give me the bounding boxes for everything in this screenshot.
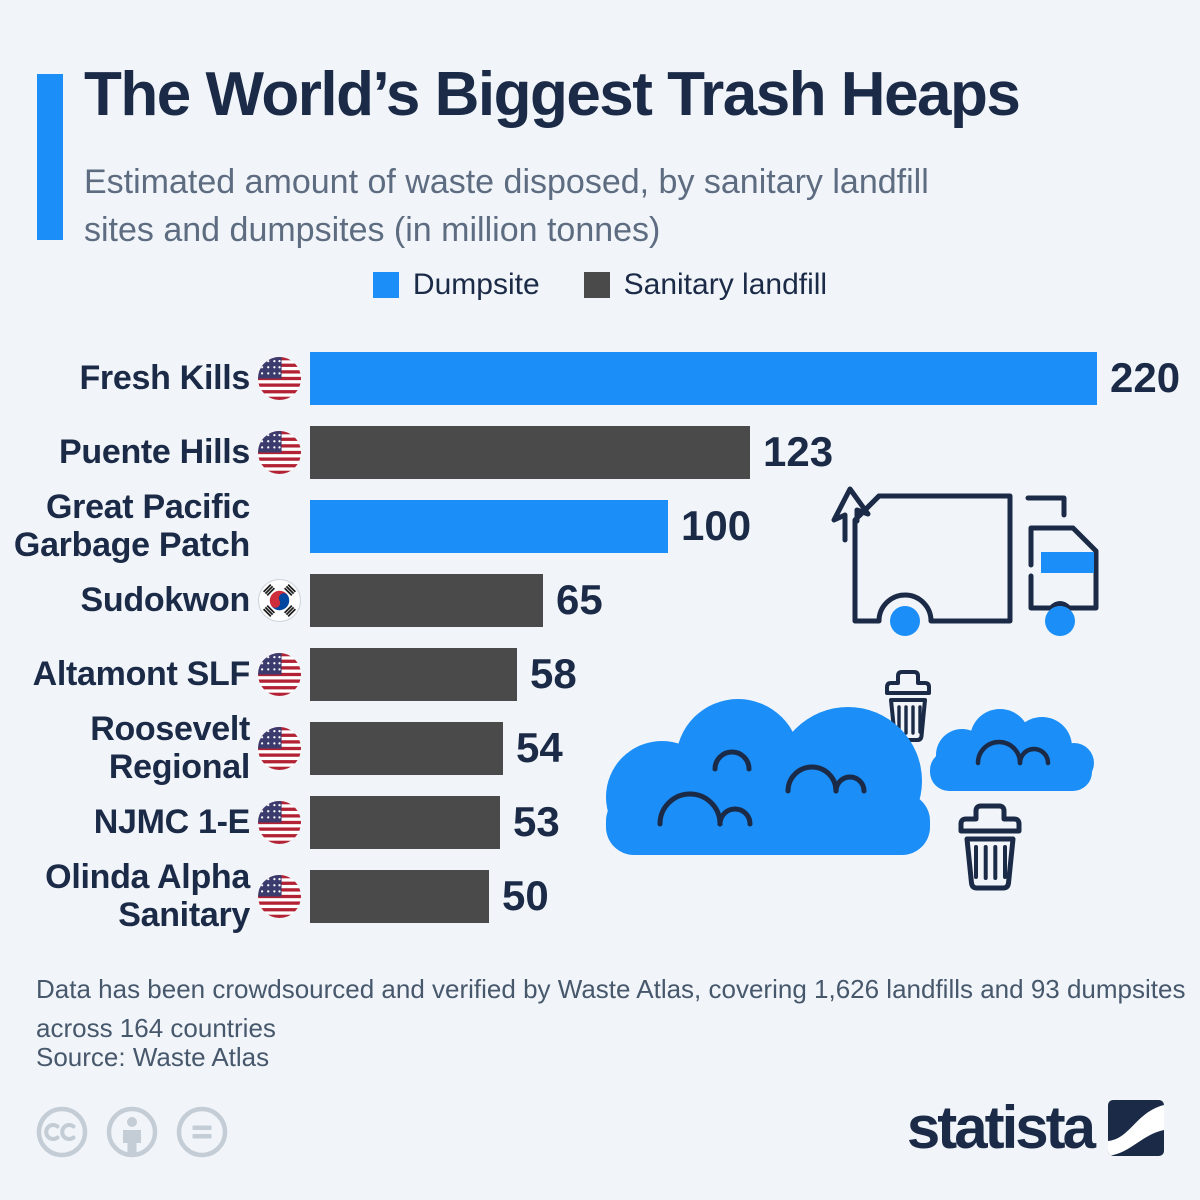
us-flag-icon [250,652,310,696]
footer-note-line: Data has been crowdsourced and verified … [36,974,1186,1004]
bar-value: 54 [516,724,563,771]
bar [310,499,668,553]
title-accent-bar [37,74,63,240]
subtitle-line: sites and dumpsites (in million tonnes) [84,211,661,250]
page-title: The World’s Biggest Trash Heaps [84,60,1021,129]
bar-value: 100 [681,502,752,549]
legend-label: Dumpsite [412,268,540,301]
row-label: Roosevelt Regional [90,709,250,786]
subtitle-line: Estimated amount of waste disposed, by s… [84,163,929,201]
row-label: Olinda Alpha Sanitary [45,857,250,934]
footer-note-line: across 164 countries [36,1013,276,1043]
bar-value: 58 [530,650,577,697]
chart-row: Sudokwon 65 [0,563,1200,637]
kr-flag-icon [250,578,310,622]
subtitle: Estimated amount of waste disposed, by s… [84,158,1144,255]
chart-row: Altamont SLF 58 [0,637,1200,711]
legend-item: Dumpsite [372,268,540,302]
bar-value: 123 [763,428,834,475]
us-flag-icon [250,874,310,918]
bar-value: 65 [556,576,603,623]
bar [310,351,1097,405]
bar-value: 53 [513,798,560,845]
us-flag-icon [250,726,310,770]
legend-swatch [583,272,610,298]
chart-row: NJMC 1-E 53 [0,785,1200,859]
row-label: Fresh Kills [79,358,250,397]
bar [310,647,517,701]
cloud-large-icon [606,699,930,855]
row-label: Puente Hills [58,432,250,471]
cc-icon[interactable] [36,1106,88,1158]
source-label: Source: Waste Atlas [36,1042,270,1072]
row-label: Sudokwon [80,580,251,619]
license-icons[interactable] [36,1106,228,1158]
chart-row: Great Pacific Garbage Patch 100 [0,487,1200,564]
row-label: Altamont SLF [32,654,251,693]
statista-logo-mark [1108,1100,1164,1156]
statista-logo[interactable]: statista [907,1098,1164,1158]
bar-value: 220 [1110,354,1181,401]
us-flag-icon [250,356,310,400]
chart-row: Roosevelt Regional 54 [0,709,1200,786]
garbage-truck-icon [831,486,1099,636]
bar-value: 50 [502,872,549,919]
legend-swatch [372,272,399,298]
chart-row: Olinda Alpha Sanitary 50 [0,857,1200,934]
us-flag-icon [250,430,310,474]
chart-row: Fresh Kills 220 [0,341,1200,415]
statista-wordmark: statista [906,1094,1096,1161]
bar [310,869,489,923]
attribution-person-icon[interactable] [106,1106,158,1158]
bar [310,795,500,849]
bar [310,425,750,479]
trash-can-large-icon [958,803,1022,891]
legend-item: Sanitary landfill [583,268,828,302]
row-label: NJMC 1-E [93,802,251,841]
footer-note: Data has been crowdsourced and verified … [36,970,1186,1048]
row-label: Great Pacific Garbage Patch [13,487,250,564]
us-flag-icon [250,800,310,844]
chart-row: Puente Hills 123 [0,415,1200,489]
bar-chart: Fresh Kills 220 Puente Hills 123 Great Pac… [0,341,1200,934]
legend: Dumpsite Sanitary landfill [0,268,1200,302]
legend-label: Sanitary landfill [623,268,828,301]
bar [310,721,503,775]
cloud-small-icon [930,709,1094,791]
equals-icon[interactable] [176,1106,228,1158]
bar [310,573,543,627]
